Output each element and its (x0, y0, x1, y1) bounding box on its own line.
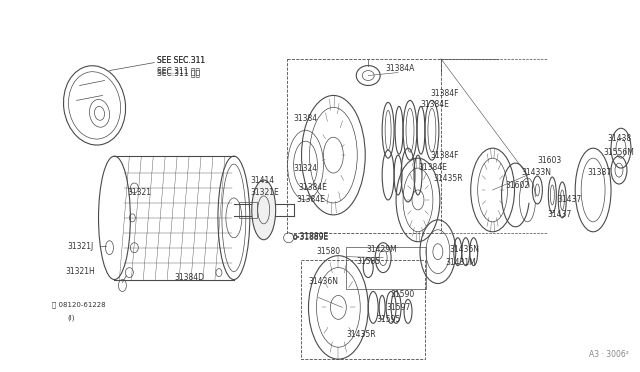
Text: 31384E: 31384E (298, 183, 328, 192)
Text: 31437: 31437 (557, 195, 582, 205)
Text: 31433N: 31433N (522, 167, 552, 177)
Bar (346, 247, 426, 289)
Bar (239, 202, 257, 218)
Text: 31436N: 31436N (308, 277, 339, 286)
Text: 31321H: 31321H (66, 267, 95, 276)
Text: o-31889E: o-31889E (292, 233, 329, 242)
Text: 31431M: 31431M (446, 258, 477, 267)
Text: o-31889E: o-31889E (292, 232, 329, 241)
Text: 31602: 31602 (506, 180, 530, 189)
Text: SEC.311 参照: SEC.311 参照 (157, 66, 200, 75)
Text: SEC.311 参照: SEC.311 参照 (157, 68, 200, 77)
Text: 31384: 31384 (294, 114, 317, 123)
Text: 31429M: 31429M (366, 245, 397, 254)
Text: 31580: 31580 (316, 247, 340, 256)
Text: 31585: 31585 (356, 257, 380, 266)
Text: 31384E: 31384E (420, 100, 449, 109)
Bar (301, 260, 425, 359)
Text: A3 · 3006²: A3 · 3006² (589, 350, 629, 359)
Text: 31603: 31603 (538, 155, 562, 165)
Text: 31384E: 31384E (418, 163, 447, 171)
Text: 31384E: 31384E (296, 195, 325, 205)
Text: 31387: 31387 (587, 167, 611, 177)
Text: 31437: 31437 (547, 210, 572, 219)
Text: Ⓑ 08120-61228: Ⓑ 08120-61228 (52, 301, 106, 308)
Text: 31597: 31597 (386, 303, 410, 312)
Text: SEE SEC.311: SEE SEC.311 (157, 56, 205, 65)
Text: 31384A: 31384A (385, 64, 415, 73)
Text: 31321J: 31321J (68, 242, 94, 251)
Text: 31435R: 31435R (434, 174, 463, 183)
Text: 31435R: 31435R (346, 330, 376, 339)
Text: 31556M: 31556M (603, 148, 634, 157)
Text: 31590: 31590 (390, 290, 414, 299)
Bar (287, 59, 441, 233)
Text: 31384F: 31384F (430, 89, 458, 98)
Text: 31384D: 31384D (174, 273, 204, 282)
Text: 31438: 31438 (607, 134, 631, 143)
Text: 31321E: 31321E (251, 189, 280, 198)
Text: 31436N: 31436N (450, 245, 480, 254)
Text: 31595: 31595 (376, 315, 401, 324)
Text: 31321: 31321 (127, 189, 152, 198)
Text: SEE SEC.311: SEE SEC.311 (157, 56, 205, 65)
Text: (Ι): (Ι) (68, 314, 75, 321)
Text: 31324: 31324 (294, 164, 317, 173)
Text: 31384F: 31384F (430, 151, 458, 160)
Text: 31414: 31414 (251, 176, 275, 185)
Ellipse shape (252, 180, 276, 240)
